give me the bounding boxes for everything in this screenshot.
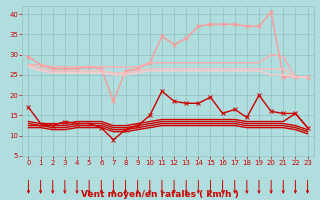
Text: Vent moyen/en rafales ( km/h ): Vent moyen/en rafales ( km/h ) <box>81 190 239 199</box>
